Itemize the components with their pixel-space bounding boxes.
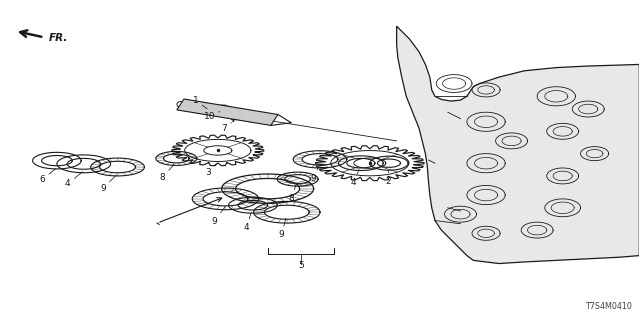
Text: 3: 3 (205, 164, 217, 177)
Text: 7: 7 (221, 123, 232, 133)
Text: 9: 9 (311, 168, 318, 183)
Text: 2: 2 (385, 170, 391, 186)
Text: 8: 8 (159, 164, 174, 182)
Text: 9: 9 (212, 206, 225, 226)
Polygon shape (397, 26, 639, 264)
Text: 4: 4 (350, 170, 359, 188)
Text: 4: 4 (65, 172, 83, 188)
Text: 9: 9 (279, 218, 286, 239)
Text: 6: 6 (39, 169, 56, 184)
Text: 5: 5 (298, 261, 304, 270)
Polygon shape (177, 99, 278, 125)
Text: FR.: FR. (49, 33, 68, 43)
Text: 1: 1 (193, 96, 207, 109)
Text: 10: 10 (204, 112, 220, 121)
Text: 9: 9 (100, 175, 116, 193)
Text: T7S4M0410: T7S4M0410 (585, 302, 632, 311)
Text: 4: 4 (244, 212, 252, 232)
Text: 8: 8 (289, 185, 296, 203)
